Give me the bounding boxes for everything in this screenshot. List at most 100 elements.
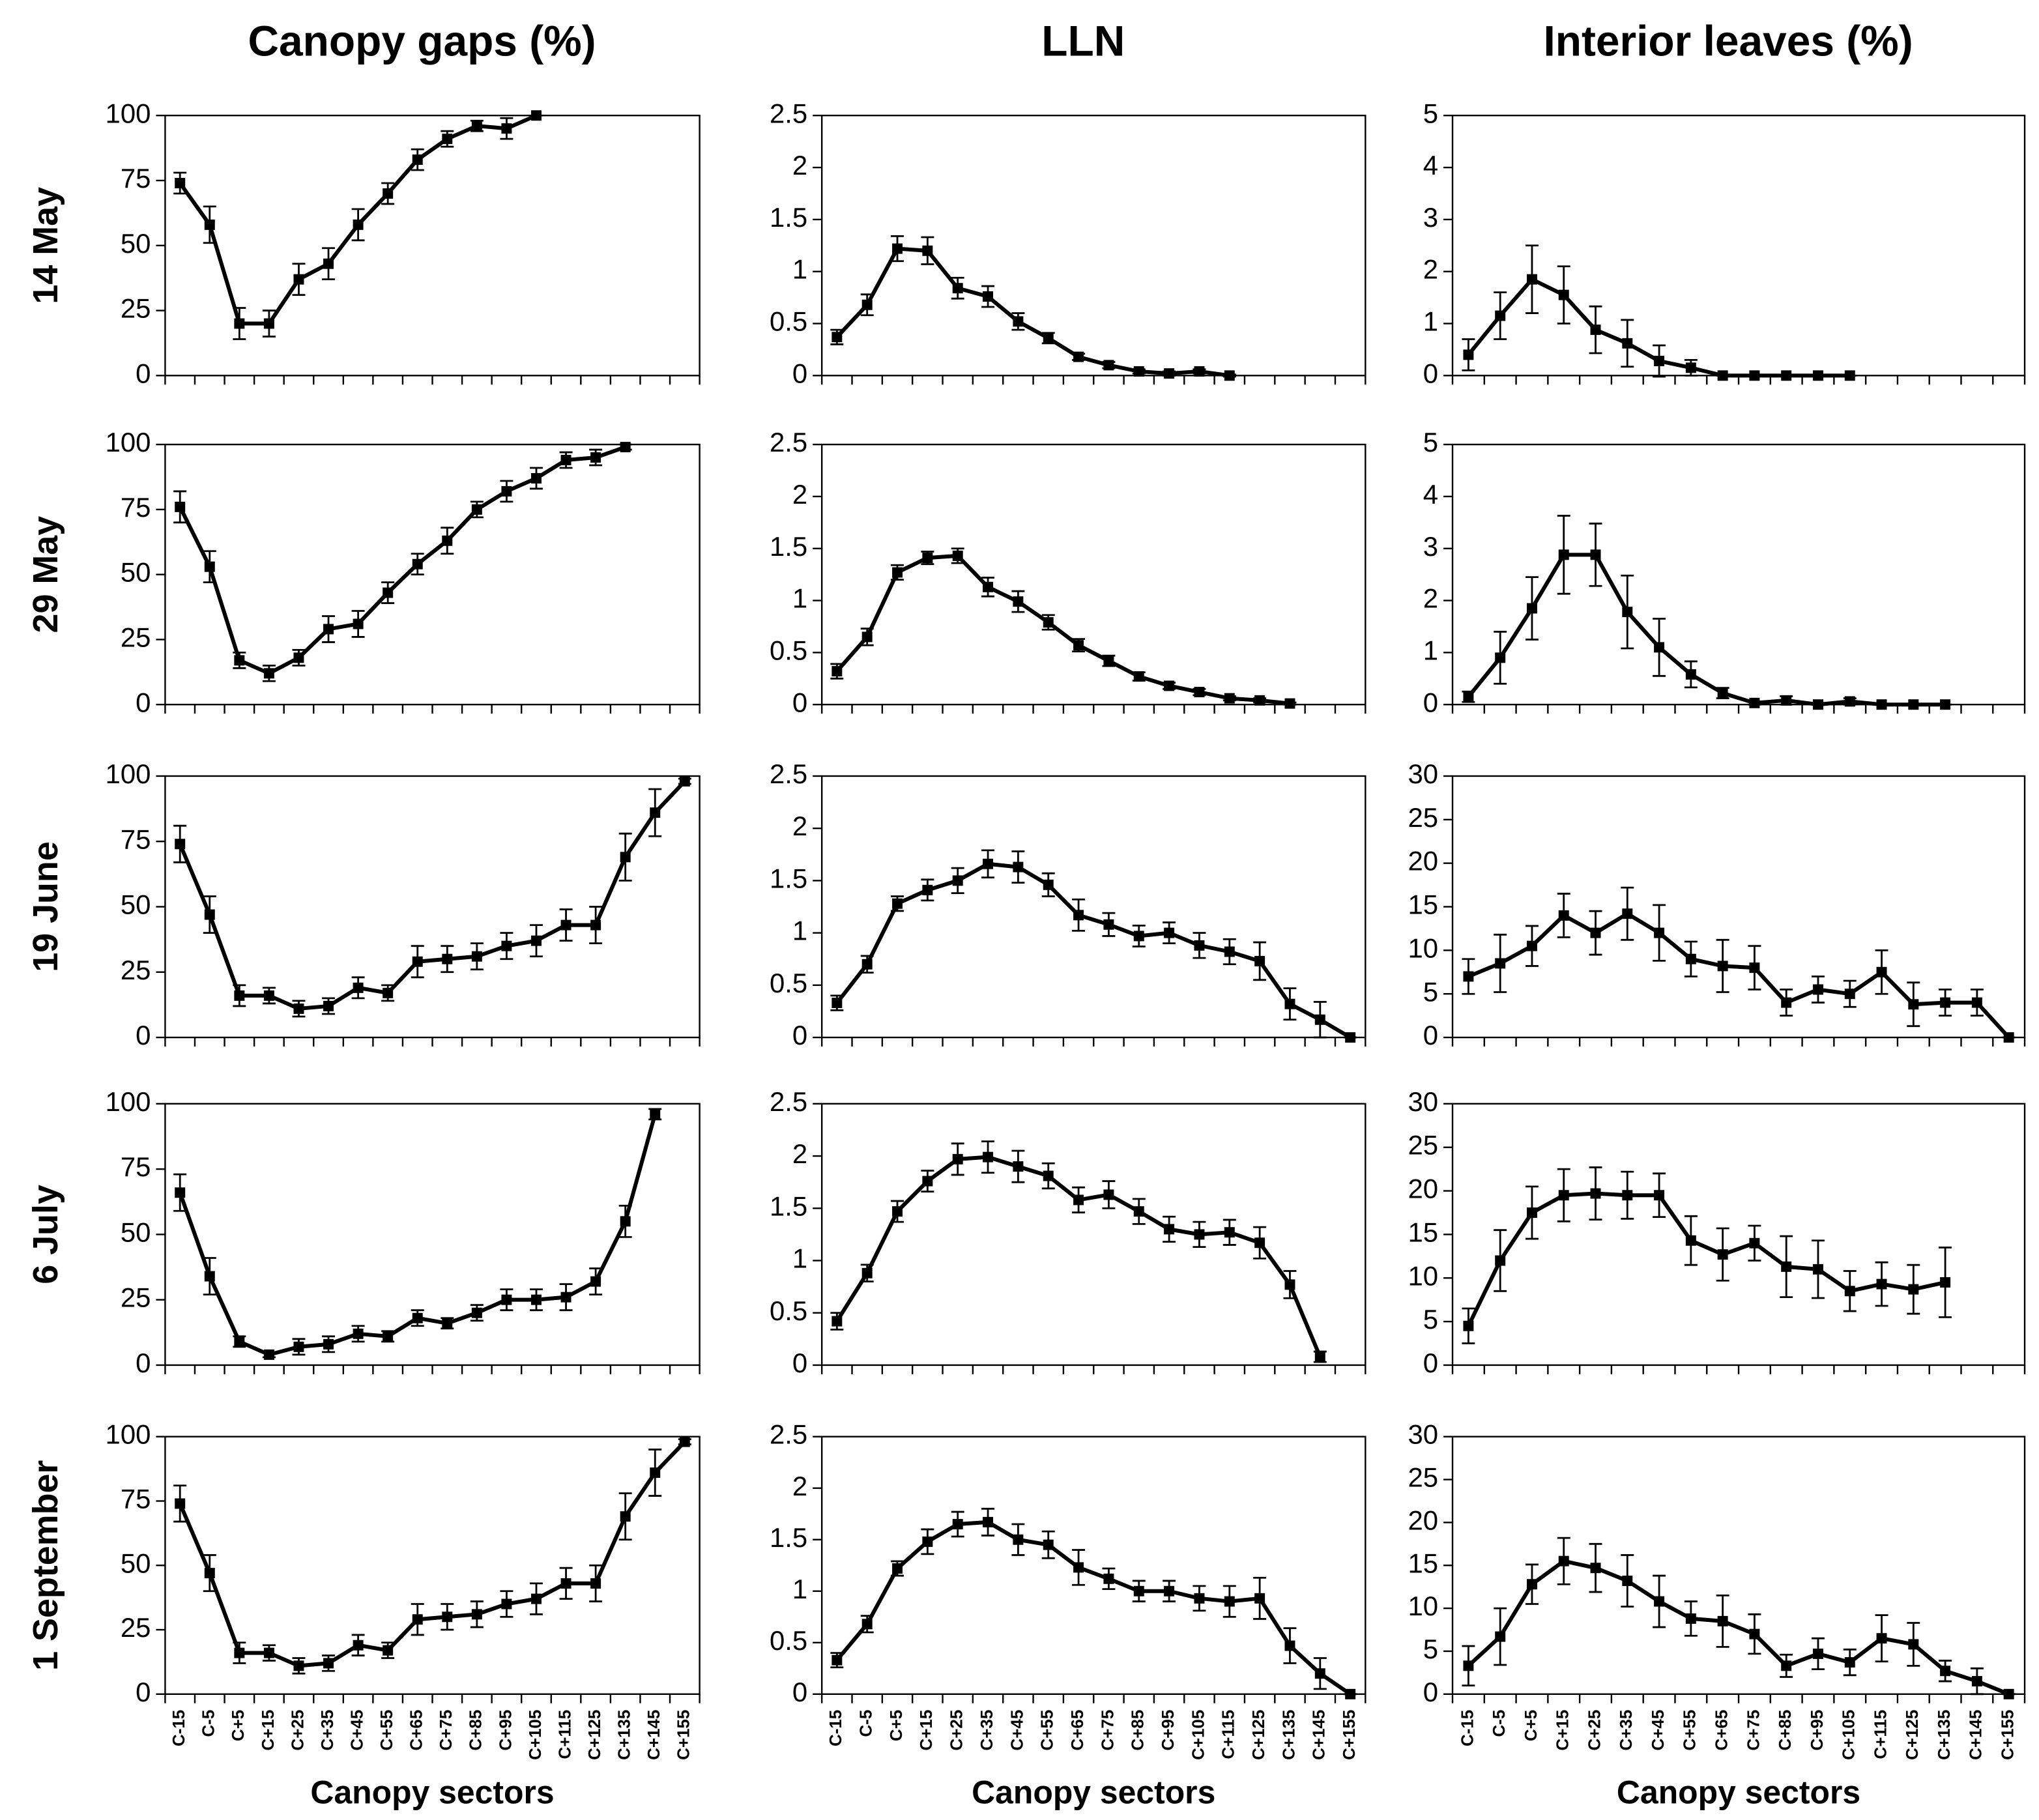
y-tick-label: 25 [121,1282,151,1313]
point [1164,680,1175,691]
y-tick-label: 1 [792,1243,807,1274]
y-tick-label: 0.5 [770,635,807,665]
x-tick-label: C+85 [1776,1710,1795,1751]
y-tick-label: 2.5 [770,427,807,457]
y-tick-label: 20 [1408,1505,1438,1535]
point [471,1307,482,1318]
point [1590,1563,1601,1574]
y-tick-label: 5 [1423,1304,1438,1335]
point [1254,1593,1265,1604]
point [1526,940,1537,951]
point [471,504,482,515]
point [293,1341,304,1352]
y-tick-label: 100 [106,427,151,457]
x-tick-label: C-5 [200,1710,218,1737]
point [1495,1631,1506,1642]
x-tick-label: C-5 [858,1710,876,1737]
x-tick-label: C+135 [1280,1710,1298,1760]
y-tick-label: 0 [136,1020,151,1050]
point [293,1660,304,1671]
point [1622,908,1633,919]
x-tick-label: C+135 [616,1710,634,1760]
point [1590,325,1601,336]
point [952,1519,963,1530]
point [1495,958,1506,969]
y-tick-label: 75 [121,824,151,854]
point [861,959,873,970]
y-tick-label: 10 [1408,932,1438,963]
point [1013,861,1024,873]
y-tick-label: 5 [1423,976,1438,1007]
x-tick-label: C+45 [348,1710,366,1751]
point [412,154,423,166]
point [383,987,394,998]
point [1971,1676,1982,1687]
series-line [1467,553,1946,707]
y-tick-label: 0 [1423,687,1438,717]
series-line [835,1520,1352,1696]
point [263,1349,274,1360]
point [832,1316,843,1327]
x-tick-label: C+45 [1008,1710,1026,1751]
x-tick-label: C+65 [408,1710,426,1751]
x-tick-label: C+95 [497,1710,515,1751]
point [1908,1639,1919,1650]
point [1164,927,1175,938]
y-tick-label: 10 [1408,1591,1438,1621]
point [922,245,933,256]
x-tick-label: C+115 [1872,1710,1890,1759]
point [323,258,334,269]
y-tick-label: 0.5 [770,1625,807,1656]
point [679,1436,690,1447]
point [861,1267,873,1278]
y-tick-label: 5 [1423,427,1438,457]
point [412,1312,423,1323]
point [1654,927,1665,938]
point [1844,370,1855,381]
point [204,1568,215,1579]
y-tick-label: 50 [121,889,151,920]
point [922,553,933,564]
y-tick-label: 25 [1408,802,1438,833]
point [1345,1688,1356,1699]
point [1013,1161,1024,1172]
y-tick-label: 20 [1408,1174,1438,1204]
x-tick-label: C+85 [1129,1710,1148,1751]
point [1781,1660,1792,1671]
point [471,1609,482,1620]
point [1103,1189,1114,1200]
point [922,884,933,895]
point [952,875,963,886]
y-tick-label: 1 [1423,306,1438,337]
point [1876,1278,1887,1290]
x-tick-label: C+95 [1808,1710,1827,1751]
plot-frame [164,443,701,706]
point [1194,1593,1205,1604]
point [1781,997,1792,1008]
point [1314,1668,1325,1679]
point [1940,1277,1951,1288]
point [560,1578,571,1589]
point [1284,998,1295,1009]
series-line [178,779,686,1011]
point [263,668,274,679]
y-tick-label: 1.5 [770,202,807,233]
x-tick-label: C+145 [645,1710,663,1760]
point [590,452,601,463]
x-tick-label: C+125 [1250,1710,1268,1760]
point [1164,1224,1175,1235]
point [1194,940,1205,951]
x-tick-label: C+45 [1649,1710,1668,1751]
point [832,332,843,343]
point [234,318,245,329]
y-tick-label: 2 [1423,583,1438,614]
point [204,1271,215,1282]
point [1103,656,1114,667]
point [412,558,423,570]
point [1013,596,1024,607]
y-tick-label: 0 [792,687,807,717]
point [442,1318,453,1329]
point [1908,699,1919,710]
point [1224,1596,1235,1607]
point [1194,366,1205,377]
